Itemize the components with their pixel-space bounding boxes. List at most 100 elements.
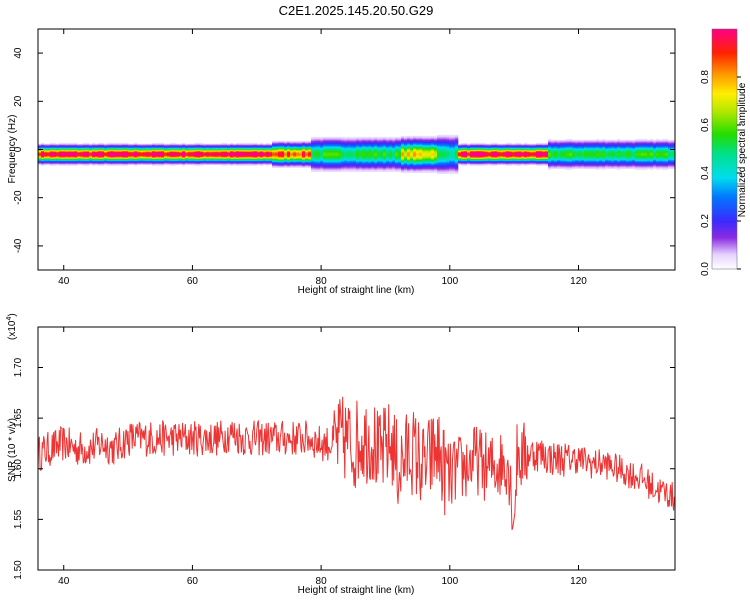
spectrogram-cell: [143, 153, 147, 156]
spectrogram-cell: [560, 162, 564, 165]
spectrogram-cell: [440, 151, 444, 154]
spectrogram-cell: [158, 142, 162, 145]
spectrogram-cell: [128, 151, 132, 154]
spectrogram-cell: [422, 166, 426, 169]
spectrogram-cell: [542, 144, 546, 147]
spectrogram-cell: [233, 159, 237, 162]
spectrogram-cell: [215, 156, 219, 159]
spectrogram-cell: [494, 161, 498, 164]
spectrogram-cell: [425, 141, 429, 144]
spectrogram-cell: [563, 140, 567, 143]
spectrogram-cell: [74, 162, 78, 165]
spectrogram-cell: [401, 166, 405, 169]
spectrogram-cell: [290, 144, 294, 147]
spectrogram-cell: [146, 155, 150, 158]
spectrogram-cell: [236, 144, 240, 147]
spectrogram-cell: [224, 143, 228, 146]
spectrogram-cell: [320, 147, 324, 150]
spectrogram-cell: [449, 166, 453, 169]
spectrogram-cell: [152, 157, 156, 160]
spectrogram-cell: [305, 158, 309, 161]
spectrogram-cell: [140, 144, 144, 147]
spectrogram-cell: [191, 145, 195, 148]
spectrogram-cell: [272, 143, 276, 146]
spectrogram-cell: [113, 163, 117, 166]
spectrogram-cell: [437, 151, 441, 154]
spectrogram-cell: [389, 155, 393, 158]
spectrogram-cell: [467, 158, 471, 161]
spectrogram-cell: [389, 162, 393, 165]
spectrogram-cell: [131, 162, 135, 165]
spectrogram-cell: [539, 145, 543, 148]
spectrogram-cell: [374, 147, 378, 150]
spectrogram-cell: [362, 145, 366, 148]
spectrogram-cell: [215, 147, 219, 150]
spectrogram-cell: [158, 162, 162, 165]
spectrogram-cell: [107, 144, 111, 147]
spectrogram-cell: [533, 162, 537, 165]
spectrogram-cell: [437, 138, 441, 141]
spectrogram-cell: [545, 145, 549, 148]
spectrogram-cell: [548, 168, 552, 171]
spectrogram-cell: [101, 146, 105, 149]
spectrogram-cell: [68, 149, 72, 152]
spectrogram-cell: [374, 163, 378, 166]
spectrogram-cell: [302, 153, 306, 156]
spectrogram-cell: [281, 145, 285, 148]
spectrogram-cell: [101, 161, 105, 164]
spectrogram-cell: [449, 161, 453, 164]
spectrogram-cell: [74, 154, 78, 157]
spectrogram-cell: [455, 138, 459, 141]
spectrogram-cell: [584, 165, 588, 168]
spectrogram-cell: [179, 150, 183, 153]
spectrogram-cell: [323, 160, 327, 163]
spectrogram-cell: [509, 155, 513, 158]
spectrogram-cell: [413, 165, 417, 168]
spectrogram-cell: [407, 137, 411, 140]
spectrogram-cell: [272, 165, 276, 168]
spectrogram-cell: [131, 160, 135, 163]
spectrogram-cell: [347, 155, 351, 158]
spectrogram-cell: [83, 151, 87, 154]
spectrogram-cell: [440, 165, 444, 168]
spectrogram-cell: [389, 150, 393, 153]
spectrogram-cell: [344, 158, 348, 161]
spectrogram-cell: [128, 160, 132, 163]
spectrogram-cell: [287, 162, 291, 165]
spectrogram-cell: [254, 160, 258, 163]
spectrogram-cell: [509, 154, 513, 157]
spectrogram-cell: [383, 148, 387, 151]
spectrogram-cell: [380, 147, 384, 150]
spectrogram-cell: [200, 161, 204, 164]
spectrogram-cell: [230, 145, 234, 148]
spectrogram-cell: [260, 147, 264, 150]
spectrogram-cell: [443, 165, 447, 168]
spectrogram-cell: [68, 148, 72, 151]
spectrogram-cell: [398, 165, 402, 168]
spectrogram-cell: [320, 160, 324, 163]
spectrogram-cell: [257, 145, 261, 148]
spectrogram-cell: [416, 151, 420, 154]
spectrogram-cell: [95, 149, 99, 152]
spectrogram-cell: [326, 170, 330, 173]
spectrogram-cell: [356, 148, 360, 151]
spectrogram-cell: [332, 153, 336, 156]
spectrogram-cell: [209, 147, 213, 150]
spectrogram-cell: [581, 142, 585, 145]
spectrogram-cell: [329, 154, 333, 157]
spectrogram-cell: [353, 159, 357, 162]
spectrogram-cell: [353, 167, 357, 170]
spectrogram-cell: [284, 166, 288, 169]
spectrogram-cell: [359, 161, 363, 164]
spectrogram-cell: [422, 163, 426, 166]
spectrogram-cell: [74, 160, 78, 163]
spectrogram-cell: [197, 162, 201, 165]
spectrogram-cell: [362, 155, 366, 158]
spectrogram-cell: [155, 151, 159, 154]
spectrogram-cell: [374, 150, 378, 153]
spectrogram-cell: [338, 158, 342, 161]
spectrogram-cell: [62, 158, 66, 161]
spectrogram-cell: [581, 160, 585, 163]
spectrogram-cell: [287, 144, 291, 147]
spectrogram-cell: [416, 162, 420, 165]
